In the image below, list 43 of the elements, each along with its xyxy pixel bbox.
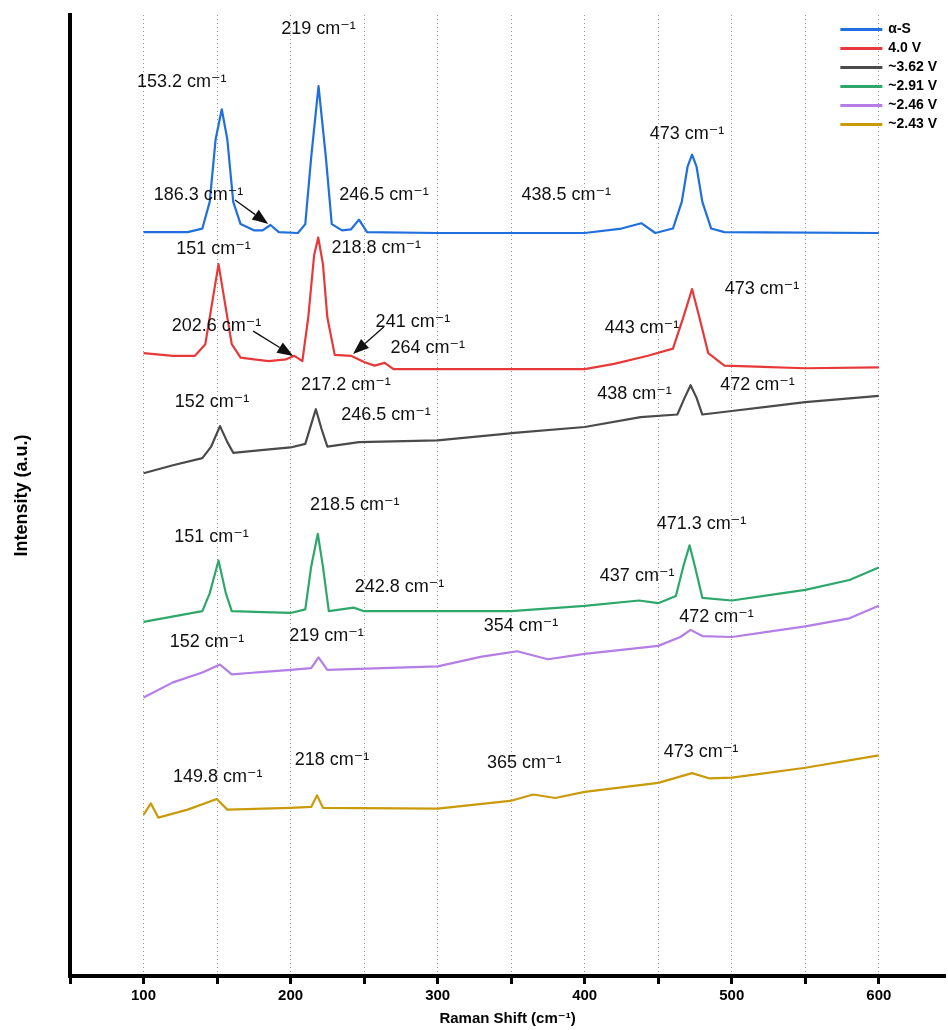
- annotation: 152 cm⁻¹: [174, 391, 250, 412]
- annotation: 217.2 cm⁻¹: [301, 374, 391, 395]
- legend-label: ~3.62 V: [888, 58, 938, 75]
- annotation: 246.5 cm⁻¹: [339, 183, 429, 204]
- annotation: 218 cm⁻¹: [294, 749, 370, 770]
- y-axis-title: Intensity (a.u.): [10, 434, 31, 557]
- legend-label: α-S: [888, 20, 911, 37]
- annotation: 472 cm⁻¹: [720, 374, 795, 395]
- annotation: 242.8 cm⁻¹: [354, 575, 445, 596]
- annotation: 473 cm⁻¹: [649, 122, 725, 143]
- annotation: 473 cm⁻¹: [724, 278, 800, 299]
- annotation: 264 cm⁻¹: [390, 336, 465, 357]
- annotation: 354 cm⁻¹: [483, 615, 559, 636]
- annotation: 438 cm⁻¹: [597, 383, 672, 404]
- x-tick-label: 100: [131, 986, 157, 1004]
- x-axis-title: Raman Shift (cm⁻¹): [439, 1009, 576, 1027]
- annotation: 151 cm⁻¹: [176, 238, 251, 259]
- x-tick-label: 200: [278, 986, 304, 1004]
- legend-label: ~2.46 V: [888, 96, 938, 113]
- annotation: 152 cm⁻¹: [169, 630, 245, 651]
- annotation: 219 cm⁻¹: [289, 625, 364, 646]
- annotation: 218.5 cm⁻¹: [310, 493, 400, 514]
- legend-label: 4.0 V: [888, 39, 922, 56]
- annotation: 246.5 cm⁻¹: [341, 404, 431, 425]
- x-tick-label: 600: [866, 986, 892, 1004]
- annotation: 153.2 cm⁻¹: [136, 71, 227, 92]
- annotation: 472 cm⁻¹: [679, 605, 754, 626]
- annotation: 473 cm⁻¹: [663, 741, 739, 762]
- legend-label: ~2.91 V: [888, 77, 938, 94]
- annotation: 471.3 cm⁻¹: [656, 513, 747, 534]
- x-tick-label: 400: [572, 986, 598, 1004]
- x-tick-label: 300: [425, 986, 451, 1004]
- x-tick-label: 500: [719, 986, 745, 1004]
- annotation: 151 cm⁻¹: [174, 526, 249, 547]
- annotation: 149.8 cm⁻¹: [172, 765, 263, 786]
- annotation: 437 cm⁻¹: [599, 565, 675, 586]
- annotation: 365 cm⁻¹: [486, 752, 562, 773]
- annotation: 218.8 cm⁻¹: [331, 237, 422, 258]
- annotation: 241 cm⁻¹: [375, 310, 451, 331]
- annotation: 219 cm⁻¹: [281, 18, 356, 39]
- legend-label: ~2.43 V: [888, 115, 938, 132]
- annotation: 438.5 cm⁻¹: [521, 184, 612, 205]
- annotation: 443 cm⁻¹: [604, 316, 680, 337]
